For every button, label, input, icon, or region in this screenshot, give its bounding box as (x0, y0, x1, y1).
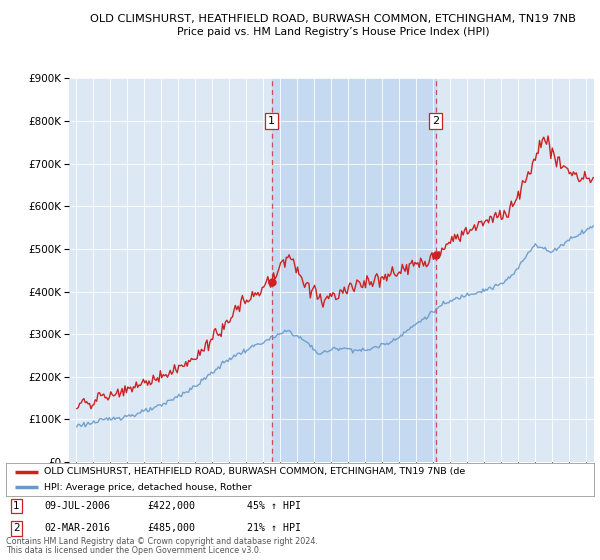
Text: Contains HM Land Registry data © Crown copyright and database right 2024.: Contains HM Land Registry data © Crown c… (6, 538, 318, 547)
Text: 1: 1 (268, 116, 275, 126)
Text: 02-MAR-2016: 02-MAR-2016 (44, 523, 110, 533)
Text: 2: 2 (13, 523, 20, 533)
Text: 45% ↑ HPI: 45% ↑ HPI (247, 501, 301, 511)
Bar (272, 78, 436, 462)
Text: This data is licensed under the Open Government Licence v3.0.: This data is licensed under the Open Gov… (6, 547, 262, 556)
Text: 1: 1 (13, 501, 20, 511)
Text: Price paid vs. HM Land Registry’s House Price Index (HPI): Price paid vs. HM Land Registry’s House … (176, 27, 490, 37)
Text: £422,000: £422,000 (147, 501, 195, 511)
Text: 2: 2 (432, 116, 439, 126)
Text: 09-JUL-2006: 09-JUL-2006 (44, 501, 110, 511)
Text: OLD CLIMSHURST, HEATHFIELD ROAD, BURWASH COMMON, ETCHINGHAM, TN19 7NB: OLD CLIMSHURST, HEATHFIELD ROAD, BURWASH… (90, 14, 576, 24)
Text: OLD CLIMSHURST, HEATHFIELD ROAD, BURWASH COMMON, ETCHINGHAM, TN19 7NB (de: OLD CLIMSHURST, HEATHFIELD ROAD, BURWASH… (44, 468, 466, 477)
Text: HPI: Average price, detached house, Rother: HPI: Average price, detached house, Roth… (44, 483, 252, 492)
Text: 21% ↑ HPI: 21% ↑ HPI (247, 523, 301, 533)
Text: £485,000: £485,000 (147, 523, 195, 533)
